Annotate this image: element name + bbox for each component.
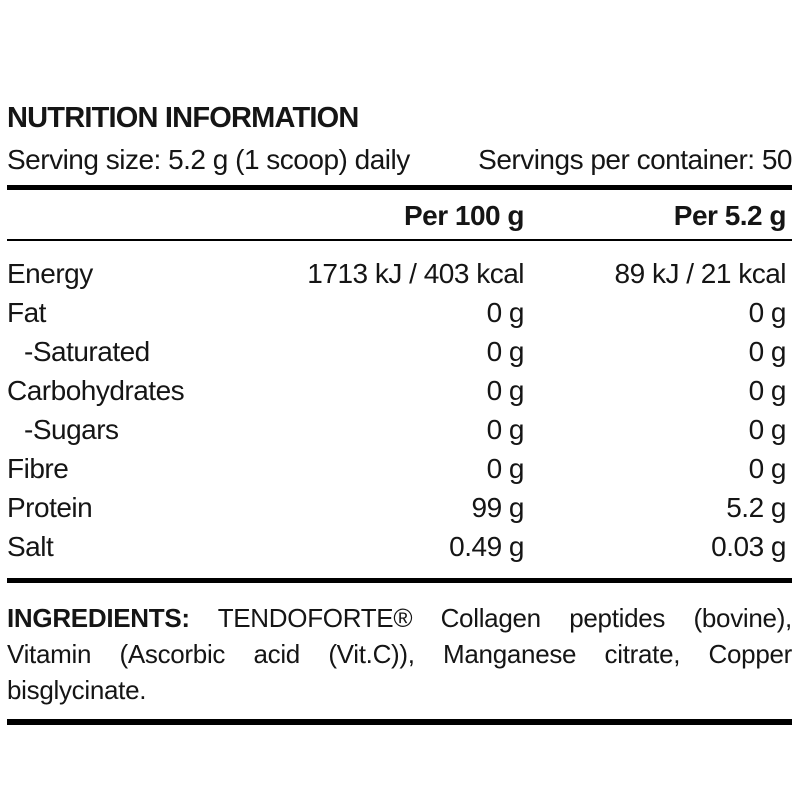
nutrient-name: Energy [7,258,93,289]
divider-thick-middle [7,578,792,583]
servings-per-container-text: Servings per container: 50 [478,144,792,175]
table-row-salt: Salt 0.49 g 0.03 g [7,527,792,566]
value-per-serving: 89 kJ / 21 kcal [614,258,787,289]
nutrient-name: Fibre [7,453,69,484]
divider-thin-header [7,239,792,241]
divider-thick-top [7,185,792,190]
value-per-serving: 0 g [748,375,787,406]
nutrient-name: Salt [7,531,54,562]
value-per-100g: 0 g [486,453,525,484]
divider-thick-bottom [7,719,792,725]
nutrient-name: -Saturated [24,336,150,367]
serving-size-text: Serving size: 5.2 g (1 scoop) daily [7,144,410,175]
value-per-serving: 0 g [748,414,787,445]
col-header-per-100g: Per 100 g [403,200,525,231]
nutrient-name: Carbohydrates [7,375,185,406]
ingredients-text: TENDOFORTE® Collagen peptides (bovine), … [7,603,792,705]
value-per-serving: 0.03 g [711,531,786,562]
value-per-100g: 0 g [486,414,525,445]
table-header-row: Per 100 g Per 5.2 g [7,202,792,230]
value-per-serving: 0 g [748,297,787,328]
col-header-spacer [7,202,257,230]
value-per-serving: 0 g [748,336,787,367]
value-per-100g: 0 g [486,297,525,328]
value-per-100g: 0.49 g [449,531,524,562]
nutrient-name: -Sugars [24,414,119,445]
serving-info-row: Serving size: 5.2 g (1 scoop) daily Serv… [7,143,792,177]
table-row-fibre: Fibre 0 g 0 g [7,449,792,488]
label-title: NUTRITION INFORMATION [7,102,359,134]
value-per-serving: 0 g [748,453,787,484]
table-row-carbohydrates: Carbohydrates 0 g 0 g [7,371,792,410]
value-per-100g: 0 g [486,375,525,406]
nutrient-name: Fat [7,297,46,328]
ingredients-label: INGREDIENTS: [7,603,190,633]
table-row-fat: Fat 0 g 0 g [7,293,792,332]
value-per-100g: 1713 kJ / 403 kcal [307,258,524,289]
ingredients-paragraph: INGREDIENTS: TENDOFORTE® Collagen peptid… [7,600,792,708]
nutrition-label: NUTRITION INFORMATION Serving size: 5.2 … [0,101,800,800]
table-row-protein: Protein 99 g 5.2 g [7,488,792,527]
col-header-per-serving: Per 5.2 g [673,200,787,231]
table-row-saturated: -Saturated 0 g 0 g [7,332,792,371]
nutrient-name: Protein [7,492,93,523]
value-per-100g: 99 g [471,492,525,523]
nutrient-table: Energy 1713 kJ / 403 kcal 89 kJ / 21 kca… [7,254,792,566]
value-per-serving: 5.2 g [726,492,786,523]
table-row-energy: Energy 1713 kJ / 403 kcal 89 kJ / 21 kca… [7,254,792,293]
table-row-sugars: -Sugars 0 g 0 g [7,410,792,449]
value-per-100g: 0 g [486,336,525,367]
